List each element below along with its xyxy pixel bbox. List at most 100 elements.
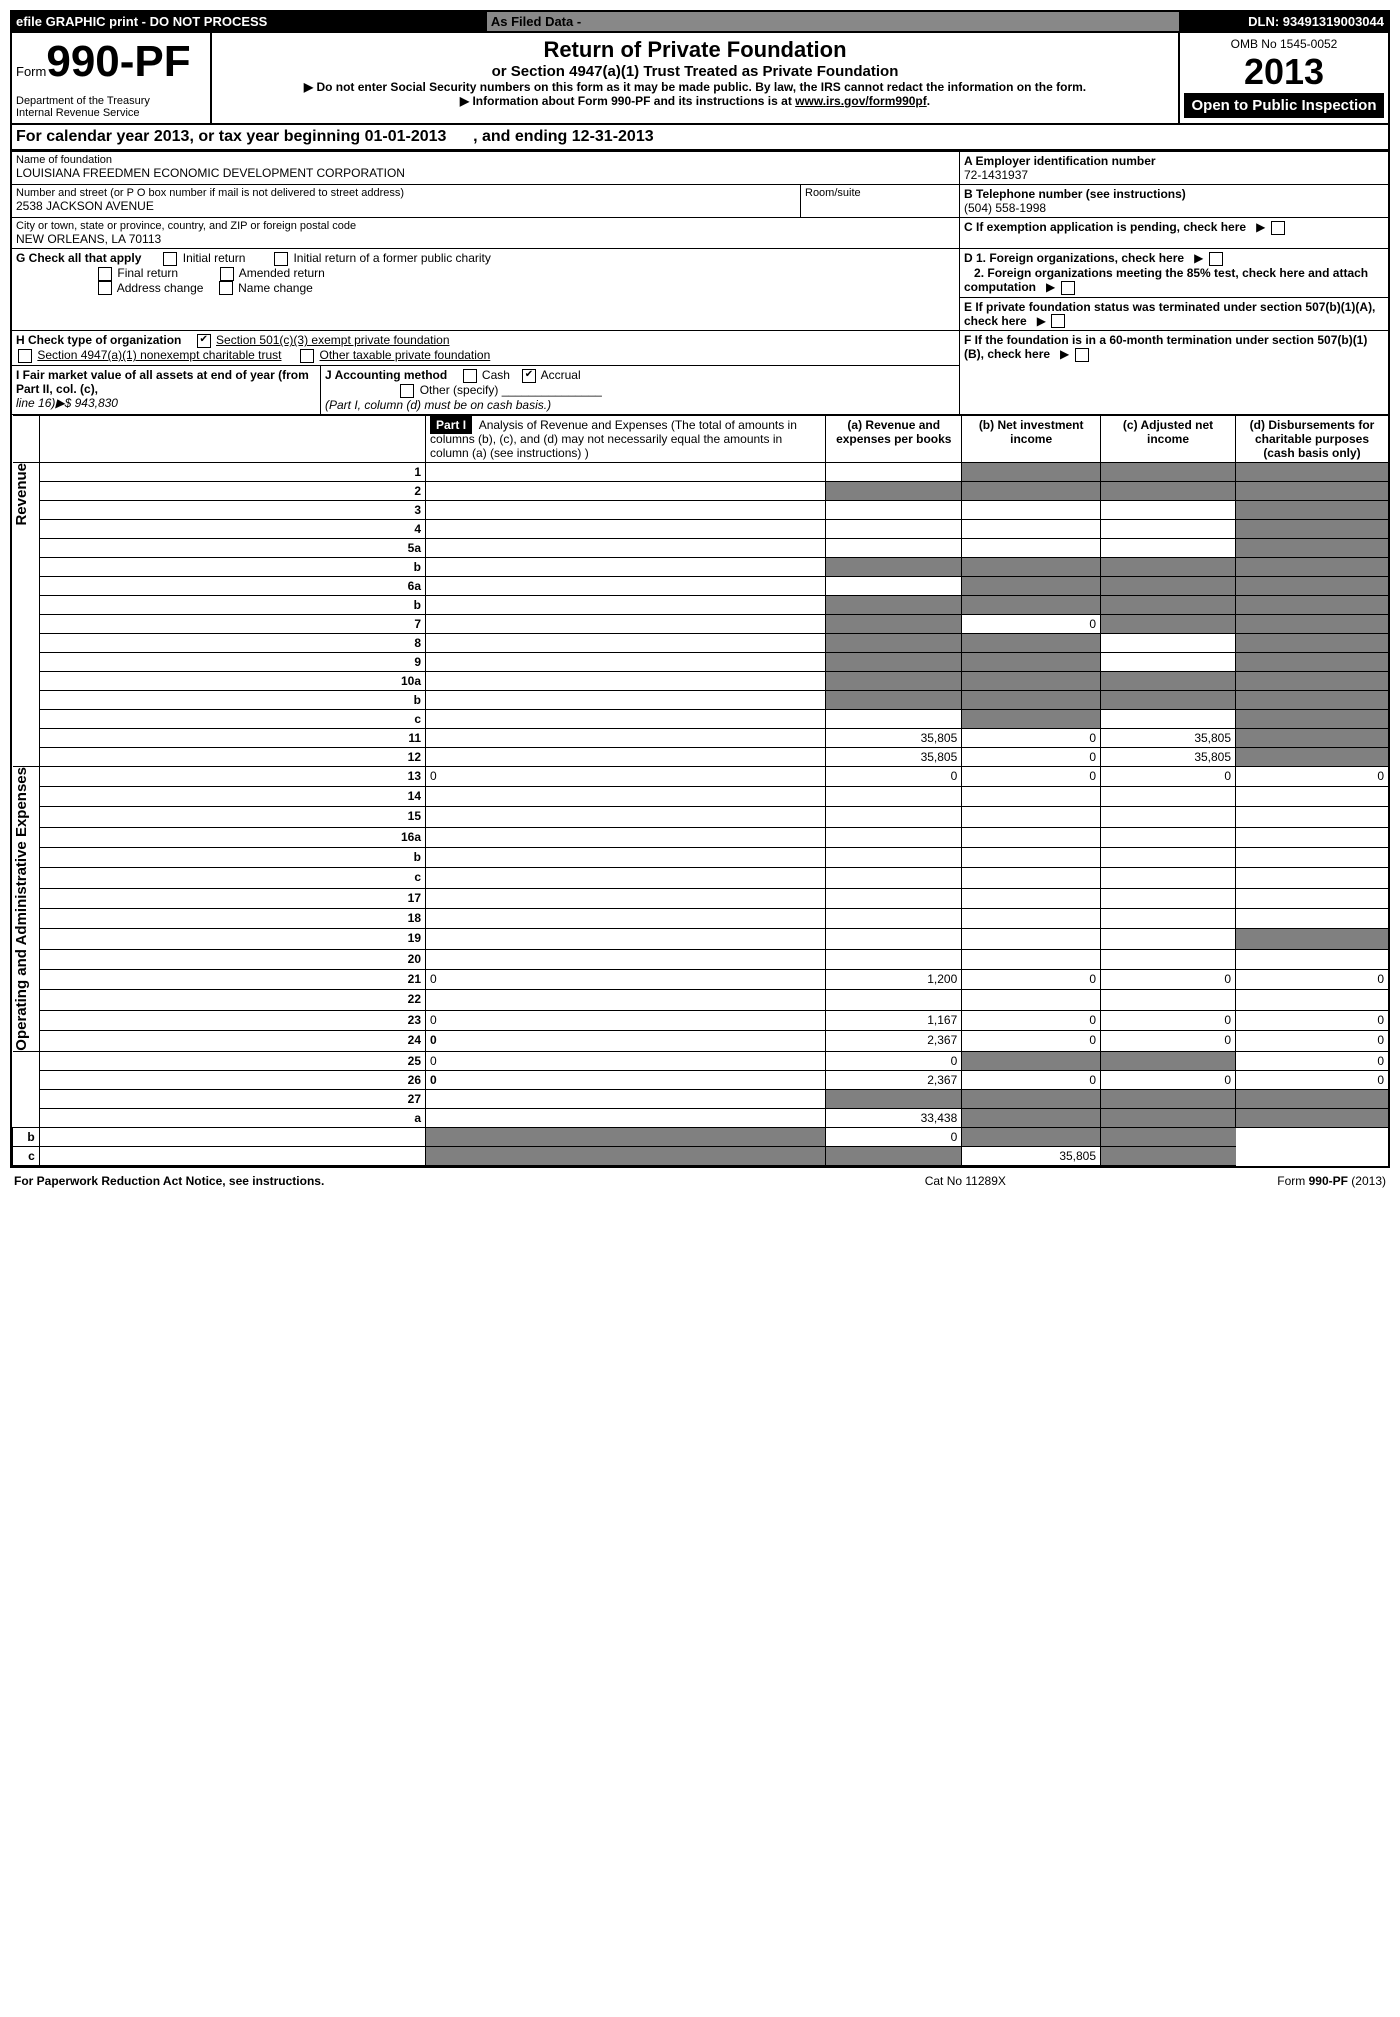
line-desc: [426, 990, 826, 1010]
cell-a: [826, 787, 962, 807]
table-row: 6a: [13, 576, 1389, 595]
f-check[interactable]: [1075, 348, 1089, 362]
footer-row: For Paperwork Reduction Act Notice, see …: [10, 1172, 1390, 1190]
cell-b: [962, 633, 1101, 652]
tax-year: 2013: [1184, 51, 1384, 93]
cell-d: [1236, 827, 1388, 847]
cell-a: [826, 576, 962, 595]
line-desc: [426, 557, 826, 576]
line-number: 11: [39, 728, 425, 747]
d2-check[interactable]: [1061, 281, 1075, 295]
cell-d: [1236, 519, 1388, 538]
line-number: b: [13, 1127, 40, 1146]
table-row: b: [13, 557, 1389, 576]
j-note: (Part I, column (d) must be on cash basi…: [325, 398, 551, 412]
cell-b: [962, 519, 1101, 538]
table-row: 4: [13, 519, 1389, 538]
cell-a: 0: [826, 1051, 962, 1070]
line-desc: [426, 728, 826, 747]
instructions-link[interactable]: www.irs.gov/form990pf: [795, 94, 927, 108]
line-number: 2: [39, 481, 425, 500]
line-number: 26: [39, 1070, 425, 1089]
cell-c: 35,805: [962, 1146, 1101, 1165]
instr-2: Information about Form 990-PF and its in…: [216, 94, 1174, 108]
chk-accrual[interactable]: ✔: [522, 369, 536, 383]
name-label: Name of foundation: [16, 154, 955, 166]
table-row: 1135,805035,805: [13, 728, 1389, 747]
cell-a: [826, 1089, 962, 1108]
chk-cash[interactable]: [463, 369, 477, 383]
return-subtitle: or Section 4947(a)(1) Trust Treated as P…: [216, 63, 1174, 80]
line-number: 9: [39, 652, 425, 671]
col-c-header: (c) Adjusted net income: [1101, 415, 1236, 462]
chk-name-change[interactable]: [219, 281, 233, 295]
line-desc: [426, 827, 826, 847]
line-number: 18: [39, 909, 425, 929]
chk-initial-former[interactable]: [274, 252, 288, 266]
cell-b: [826, 1146, 962, 1165]
d1-check[interactable]: [1209, 252, 1223, 266]
cell-c: [1101, 827, 1236, 847]
lbl-addr-change: Address change: [117, 281, 204, 295]
table-row: 2602,367000: [13, 1070, 1389, 1089]
cell-a: 2,367: [826, 1031, 962, 1051]
cell-a: 1,200: [826, 970, 962, 990]
chk-501c3[interactable]: ✔: [197, 334, 211, 348]
line-desc: [426, 652, 826, 671]
cell-d: [1236, 652, 1388, 671]
cell-b: [962, 868, 1101, 888]
chk-amended[interactable]: [220, 267, 234, 281]
chk-other-method[interactable]: [400, 384, 414, 398]
cell-d: [1236, 633, 1388, 652]
chk-other-tax[interactable]: [300, 349, 314, 363]
line-desc: [426, 949, 826, 969]
chk-4947[interactable]: [18, 349, 32, 363]
cell-a: [826, 929, 962, 949]
line-number: b: [39, 848, 425, 868]
instr-2a: Information about Form 990-PF and its in…: [460, 94, 795, 108]
cell-d: 0: [1236, 1070, 1388, 1089]
phone-value: (504) 558-1998: [964, 201, 1384, 215]
cell-d: [1236, 557, 1388, 576]
instr-1: Do not enter Social Security numbers on …: [216, 80, 1174, 94]
line-desc: [426, 462, 826, 481]
lbl-initial-former: Initial return of a former public charit…: [293, 251, 490, 265]
cell-d: [1236, 848, 1388, 868]
c-check[interactable]: [1271, 221, 1285, 235]
cell-c: [1101, 807, 1236, 827]
cell-c: [1101, 652, 1236, 671]
line-desc: [426, 868, 826, 888]
e-check[interactable]: [1051, 314, 1065, 328]
lbl-accrual: Accrual: [541, 368, 581, 382]
cell-a: 1,167: [826, 1010, 962, 1030]
cell-b: 0: [962, 970, 1101, 990]
cell-b: [962, 990, 1101, 1010]
line-desc: [426, 576, 826, 595]
cell-d: [1236, 690, 1388, 709]
line-number: 25: [39, 1051, 425, 1070]
table-row: 19: [13, 929, 1389, 949]
table-row: 2: [13, 481, 1389, 500]
cell-c: [1101, 690, 1236, 709]
i-block: I Fair market value of all assets at end…: [12, 366, 321, 415]
cell-a: [826, 807, 962, 827]
open-public: Open to Public Inspection: [1184, 93, 1384, 118]
chk-final[interactable]: [98, 267, 112, 281]
chk-initial[interactable]: [163, 252, 177, 266]
line-number: 21: [39, 970, 425, 990]
cell-a: [826, 909, 962, 929]
chk-addr-change[interactable]: [98, 281, 112, 295]
line-number: 8: [39, 633, 425, 652]
f-block: F If the foundation is in a 60-month ter…: [960, 331, 1389, 414]
cell-c: [1101, 481, 1236, 500]
cell-a: 35,805: [826, 728, 962, 747]
efile-blank: [951, 11, 1179, 32]
table-row: 2402,367000: [13, 1031, 1389, 1051]
line-number: a: [39, 1108, 425, 1127]
cell-a: [826, 481, 962, 500]
calendar-year-row: For calendar year 2013, or tax year begi…: [11, 124, 1389, 150]
paperwork-notice: For Paperwork Reduction Act Notice, see …: [10, 1172, 848, 1190]
form-label: Form: [16, 64, 46, 79]
table-row: 70: [13, 614, 1389, 633]
j-block: J Accounting method Cash ✔ Accrual Other…: [321, 366, 960, 415]
